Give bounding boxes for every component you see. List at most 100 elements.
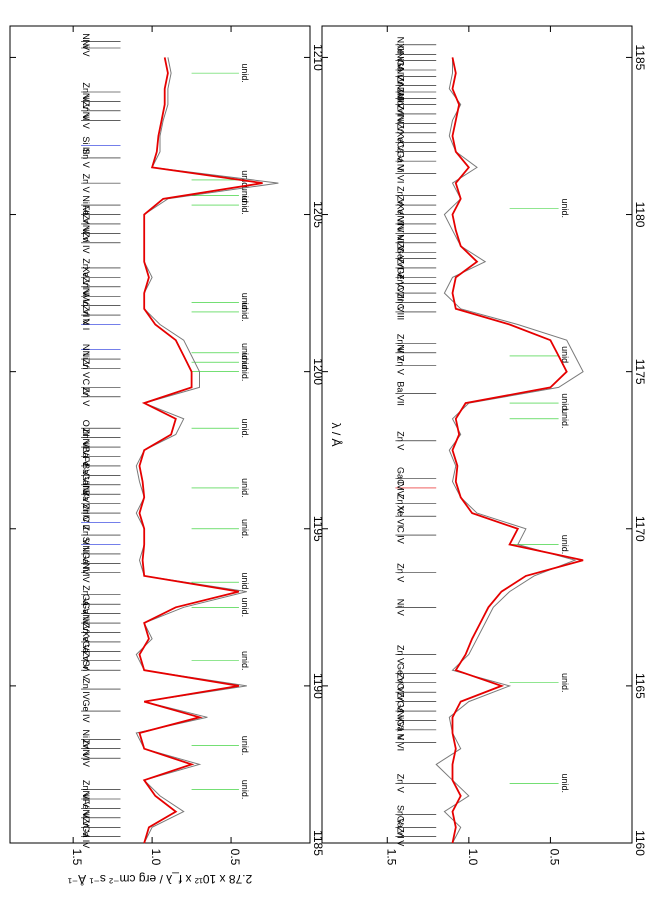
line-id-label: Ge IV	[81, 700, 91, 723]
unid-label: unid.	[240, 186, 250, 206]
unid-label: unid.	[560, 409, 570, 429]
unid-label: unid.	[560, 346, 570, 366]
line-id-label: Ni V	[395, 68, 405, 85]
unid-label: unid.	[560, 393, 570, 413]
y-tick-label: 1.0	[466, 849, 480, 866]
line-id-label: Si III	[81, 136, 91, 154]
line-id-label: Ni VI	[81, 195, 91, 215]
plot-frame	[321, 25, 633, 844]
line-id-label: Ni III	[395, 83, 405, 102]
line-id-label: Ni VI	[395, 224, 405, 244]
line-id-label: Si II	[81, 537, 91, 553]
line-id-label: Zn V	[395, 258, 405, 277]
line-id-label: Ni VI	[395, 711, 405, 731]
line-id-label: N IV	[81, 749, 91, 767]
line-id-label: Ni V	[81, 486, 91, 503]
unid-label: unid.	[240, 343, 250, 363]
unid-label: unid.	[560, 673, 570, 693]
line-id-label: Ni V	[81, 615, 91, 632]
line-id-label: Ga V	[395, 701, 405, 722]
unid-label: unid.	[240, 478, 250, 498]
line-id-label: Zn V	[395, 494, 405, 513]
x-tick-label: 1185	[633, 45, 647, 71]
line-id-label: Zn V	[395, 334, 405, 353]
line-id-label: Zn V	[81, 504, 91, 523]
y-tick-label: 0.5	[228, 849, 242, 866]
unid-label: unid.	[240, 572, 250, 592]
line-id-label: Zn IV	[81, 678, 91, 700]
unid-label: unid.	[240, 302, 250, 322]
observed-spectrum	[435, 57, 584, 844]
line-id-label: Zn V	[395, 123, 405, 142]
line-id-label: Mo VI	[81, 294, 91, 318]
line-id-label: Zn V	[81, 258, 91, 277]
line-id-label: Ga V	[395, 720, 405, 741]
line-id-label: Zn V	[81, 359, 91, 378]
line-id-label: Ni V	[395, 234, 405, 251]
y-axis-title: 2.78 x 10¹² x f_λ / erg cm⁻² s⁻¹ Å⁻¹	[68, 872, 252, 887]
line-id-label: Ba V	[81, 447, 91, 467]
line-id-label: Zn V	[81, 387, 91, 406]
line-id-label: Ni V	[81, 39, 91, 56]
line-id-label: Ga IV	[395, 467, 405, 490]
x-tick-label: 1165	[633, 673, 647, 699]
model-spectrum	[451, 57, 584, 844]
line-id-label: Zn V	[395, 563, 405, 582]
line-id-label: Zn V	[395, 293, 405, 312]
line-id-label: Fe V	[81, 456, 91, 475]
unid-label: unid.	[240, 780, 250, 800]
unid-label: unid.	[240, 598, 250, 618]
x-tick-label: 1180	[633, 202, 647, 228]
line-id-label: Ni V	[395, 215, 405, 232]
line-id-label: C IV	[395, 526, 405, 544]
line-id-label: Xe VI	[395, 204, 405, 226]
line-id-label: Zn V	[395, 274, 405, 293]
line-id-label: Zn V	[81, 651, 91, 670]
unid-label: unid.	[240, 63, 250, 83]
y-tick-label: 1.5	[70, 849, 84, 866]
line-id-label: Ge V	[395, 663, 405, 684]
x-tick-label: 1190	[311, 673, 325, 699]
model-spectrum	[138, 57, 263, 844]
line-id-label: Zn V	[395, 645, 405, 664]
line-id-label: Zn IV	[81, 232, 91, 254]
y-tick-label: 1.5	[384, 849, 398, 866]
line-id-label: Ga V	[81, 594, 91, 615]
line-id-label: Zn V	[395, 186, 405, 205]
line-id-label: Zn V	[395, 673, 405, 692]
unid-label: unid.	[560, 198, 570, 218]
line-id-label: Ba VIII	[81, 490, 91, 517]
line-id-label: C IV	[81, 379, 91, 397]
unid-label: unid.	[240, 195, 250, 215]
line-id-label: Xe VI	[395, 131, 405, 153]
line-id-label: Zn V	[395, 827, 405, 846]
line-id-label: Xe VI	[81, 631, 91, 653]
unid-label: unid.	[240, 736, 250, 756]
line-id-label: Ba VII	[395, 381, 405, 406]
line-id-label: Ni IV	[81, 563, 91, 583]
line-id-label: Ni V	[395, 52, 405, 69]
x-tick-label: 1195	[311, 516, 325, 542]
line-id-label: Zn V	[395, 104, 405, 123]
line-id-label: O IV	[395, 683, 405, 701]
line-id-label: Ga IV	[81, 473, 91, 496]
line-id-label: Zn V	[395, 196, 405, 215]
y-tick-label: 1.0	[149, 849, 163, 866]
line-id-label: Ni V	[81, 112, 91, 129]
line-id-label: Zn V	[81, 428, 91, 447]
line-id-label: Fe V	[81, 205, 91, 224]
y-tick-label: 0.5	[547, 849, 561, 866]
line-id-label: Zn V	[81, 306, 91, 325]
x-tick-label: 1160	[633, 830, 647, 856]
line-id-label: O III	[81, 420, 91, 437]
line-id-label: Zn V	[81, 623, 91, 642]
line-id-label: Zn V	[81, 82, 91, 101]
x-tick-label: 1205	[311, 201, 325, 228]
line-id-label: Zn V	[81, 739, 91, 758]
line-id-label: Ga V	[395, 60, 405, 81]
line-id-label: Zn V	[81, 174, 91, 193]
line-id-label: N III	[395, 37, 405, 54]
line-id-label: Zn V	[81, 526, 91, 545]
line-id-label: C IV	[395, 479, 405, 497]
line-id-label: Ga VI	[395, 816, 405, 839]
